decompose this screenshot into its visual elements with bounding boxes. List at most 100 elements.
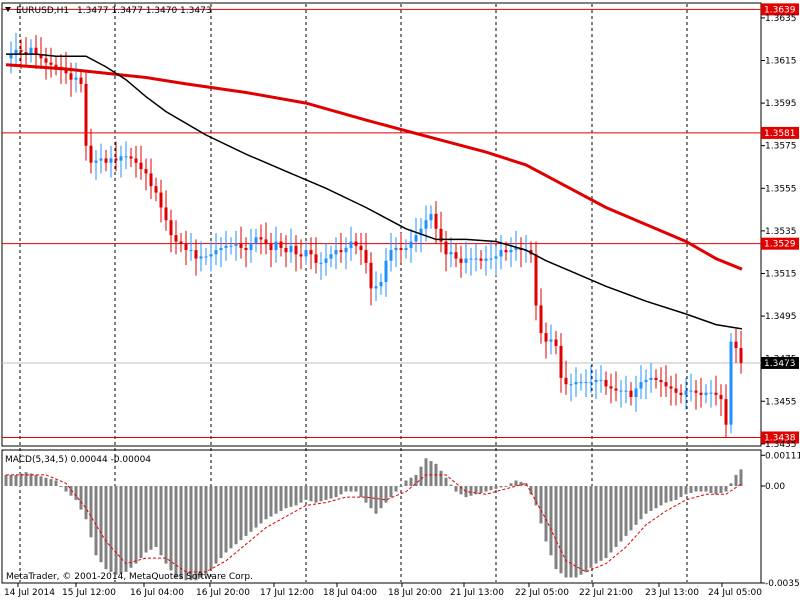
candle-body [459, 258, 463, 263]
macd-bar [299, 486, 303, 503]
macd-bar [419, 466, 423, 487]
macd-bar [394, 486, 398, 492]
candle-body [39, 54, 43, 59]
candle-body [439, 228, 443, 242]
macd-bar [449, 484, 453, 487]
candle-body [384, 260, 388, 283]
price-tick-label: 1.3495 [765, 312, 797, 322]
macd-bar [724, 486, 728, 492]
macd-bar [519, 481, 523, 487]
level-label: 1.3438 [764, 433, 796, 443]
candle-body [44, 58, 48, 63]
horizontal-levels[interactable]: 1.3639 1.3581 1.3529 1.3438 1.3473 [2, 3, 799, 444]
macd-bar [89, 486, 93, 538]
time-tick-label: 24 Jul 05:00 [708, 588, 762, 598]
candle-body [159, 192, 163, 208]
candle-body [669, 386, 673, 389]
candle-body [449, 252, 453, 255]
macd-bar [639, 486, 643, 520]
macd-bar [539, 486, 543, 524]
candle-body [239, 243, 243, 248]
candle-body [609, 386, 613, 389]
macd-bar [689, 486, 693, 493]
candle-body [469, 258, 473, 260]
macd-bar [344, 486, 348, 492]
macd-bar [309, 486, 313, 502]
time-tick-label: 17 Jul 12:00 [260, 588, 314, 598]
macd-bar [279, 486, 283, 511]
macd-bar [614, 486, 618, 547]
macd-bar [364, 486, 368, 503]
macd-bar [329, 486, 333, 499]
candle-body [464, 258, 468, 263]
macd-bar [719, 486, 723, 493]
macd-bar [384, 486, 388, 503]
macd-bar [234, 486, 238, 545]
candle-body [494, 256, 498, 259]
price-tick-label: 1.3515 [765, 269, 797, 279]
candle-body [489, 258, 493, 260]
level-label: 1.3529 [764, 240, 796, 250]
macd-bar [69, 486, 73, 496]
time-tick-label: 23 Jul 13:00 [645, 588, 699, 598]
time-tick-label: 16 Jul 20:00 [196, 588, 250, 598]
candle-body [14, 49, 18, 55]
candle-body [304, 250, 308, 257]
macd-bar [84, 486, 88, 520]
macd-bar [219, 486, 223, 559]
candle-body [599, 379, 603, 381]
candle-body [504, 250, 508, 253]
menu-triangle-icon[interactable] [5, 7, 11, 12]
candle-body [294, 245, 298, 255]
time-tick-label: 22 Jul 05:00 [515, 588, 569, 598]
macd-bar [564, 486, 568, 578]
candle-body [699, 392, 703, 395]
candle-body [94, 160, 98, 163]
candle-body [34, 47, 38, 55]
candle-body [64, 69, 68, 74]
macd-bar [729, 483, 733, 487]
macd-bar [149, 486, 153, 550]
candle-body [414, 235, 418, 242]
price-tick-label: 1.3575 [765, 142, 797, 152]
candle-body [104, 158, 108, 163]
macd-bar [424, 458, 428, 487]
macd-bar [474, 486, 478, 495]
macd-bar [714, 486, 718, 495]
macd-bar [29, 473, 33, 487]
macd-bar [374, 486, 378, 514]
candle-body [679, 392, 683, 395]
macd-bar [154, 486, 158, 547]
candle-body [154, 186, 158, 193]
macd-bar [529, 486, 533, 495]
candle-body [559, 345, 563, 378]
candle-body [244, 247, 248, 251]
candle-body [639, 382, 643, 389]
macd-bar [19, 473, 23, 487]
current-price-label: 1.3473 [764, 359, 796, 369]
macd-bar [669, 486, 673, 502]
candle-body [549, 339, 553, 342]
macd-signal-line [6, 474, 743, 573]
candle-body [539, 305, 543, 334]
macd-bar [304, 486, 308, 500]
macd-bar [199, 486, 203, 578]
candle-body [299, 254, 303, 257]
macd-bar [269, 486, 273, 517]
macd-bar [214, 486, 218, 564]
macd-bar [189, 486, 193, 581]
candle-body [389, 250, 393, 261]
macd-tick-label: 0.00 [765, 482, 785, 492]
candle-body [264, 239, 268, 244]
candle-body [394, 247, 398, 251]
macd-bar [709, 486, 713, 493]
macd-bar [644, 486, 648, 514]
macd-bar [194, 486, 198, 581]
candles [9, 32, 743, 438]
macd-bar [359, 486, 363, 498]
candle-body [164, 207, 168, 221]
candle-body [139, 162, 143, 170]
macd-bar [504, 486, 508, 488]
